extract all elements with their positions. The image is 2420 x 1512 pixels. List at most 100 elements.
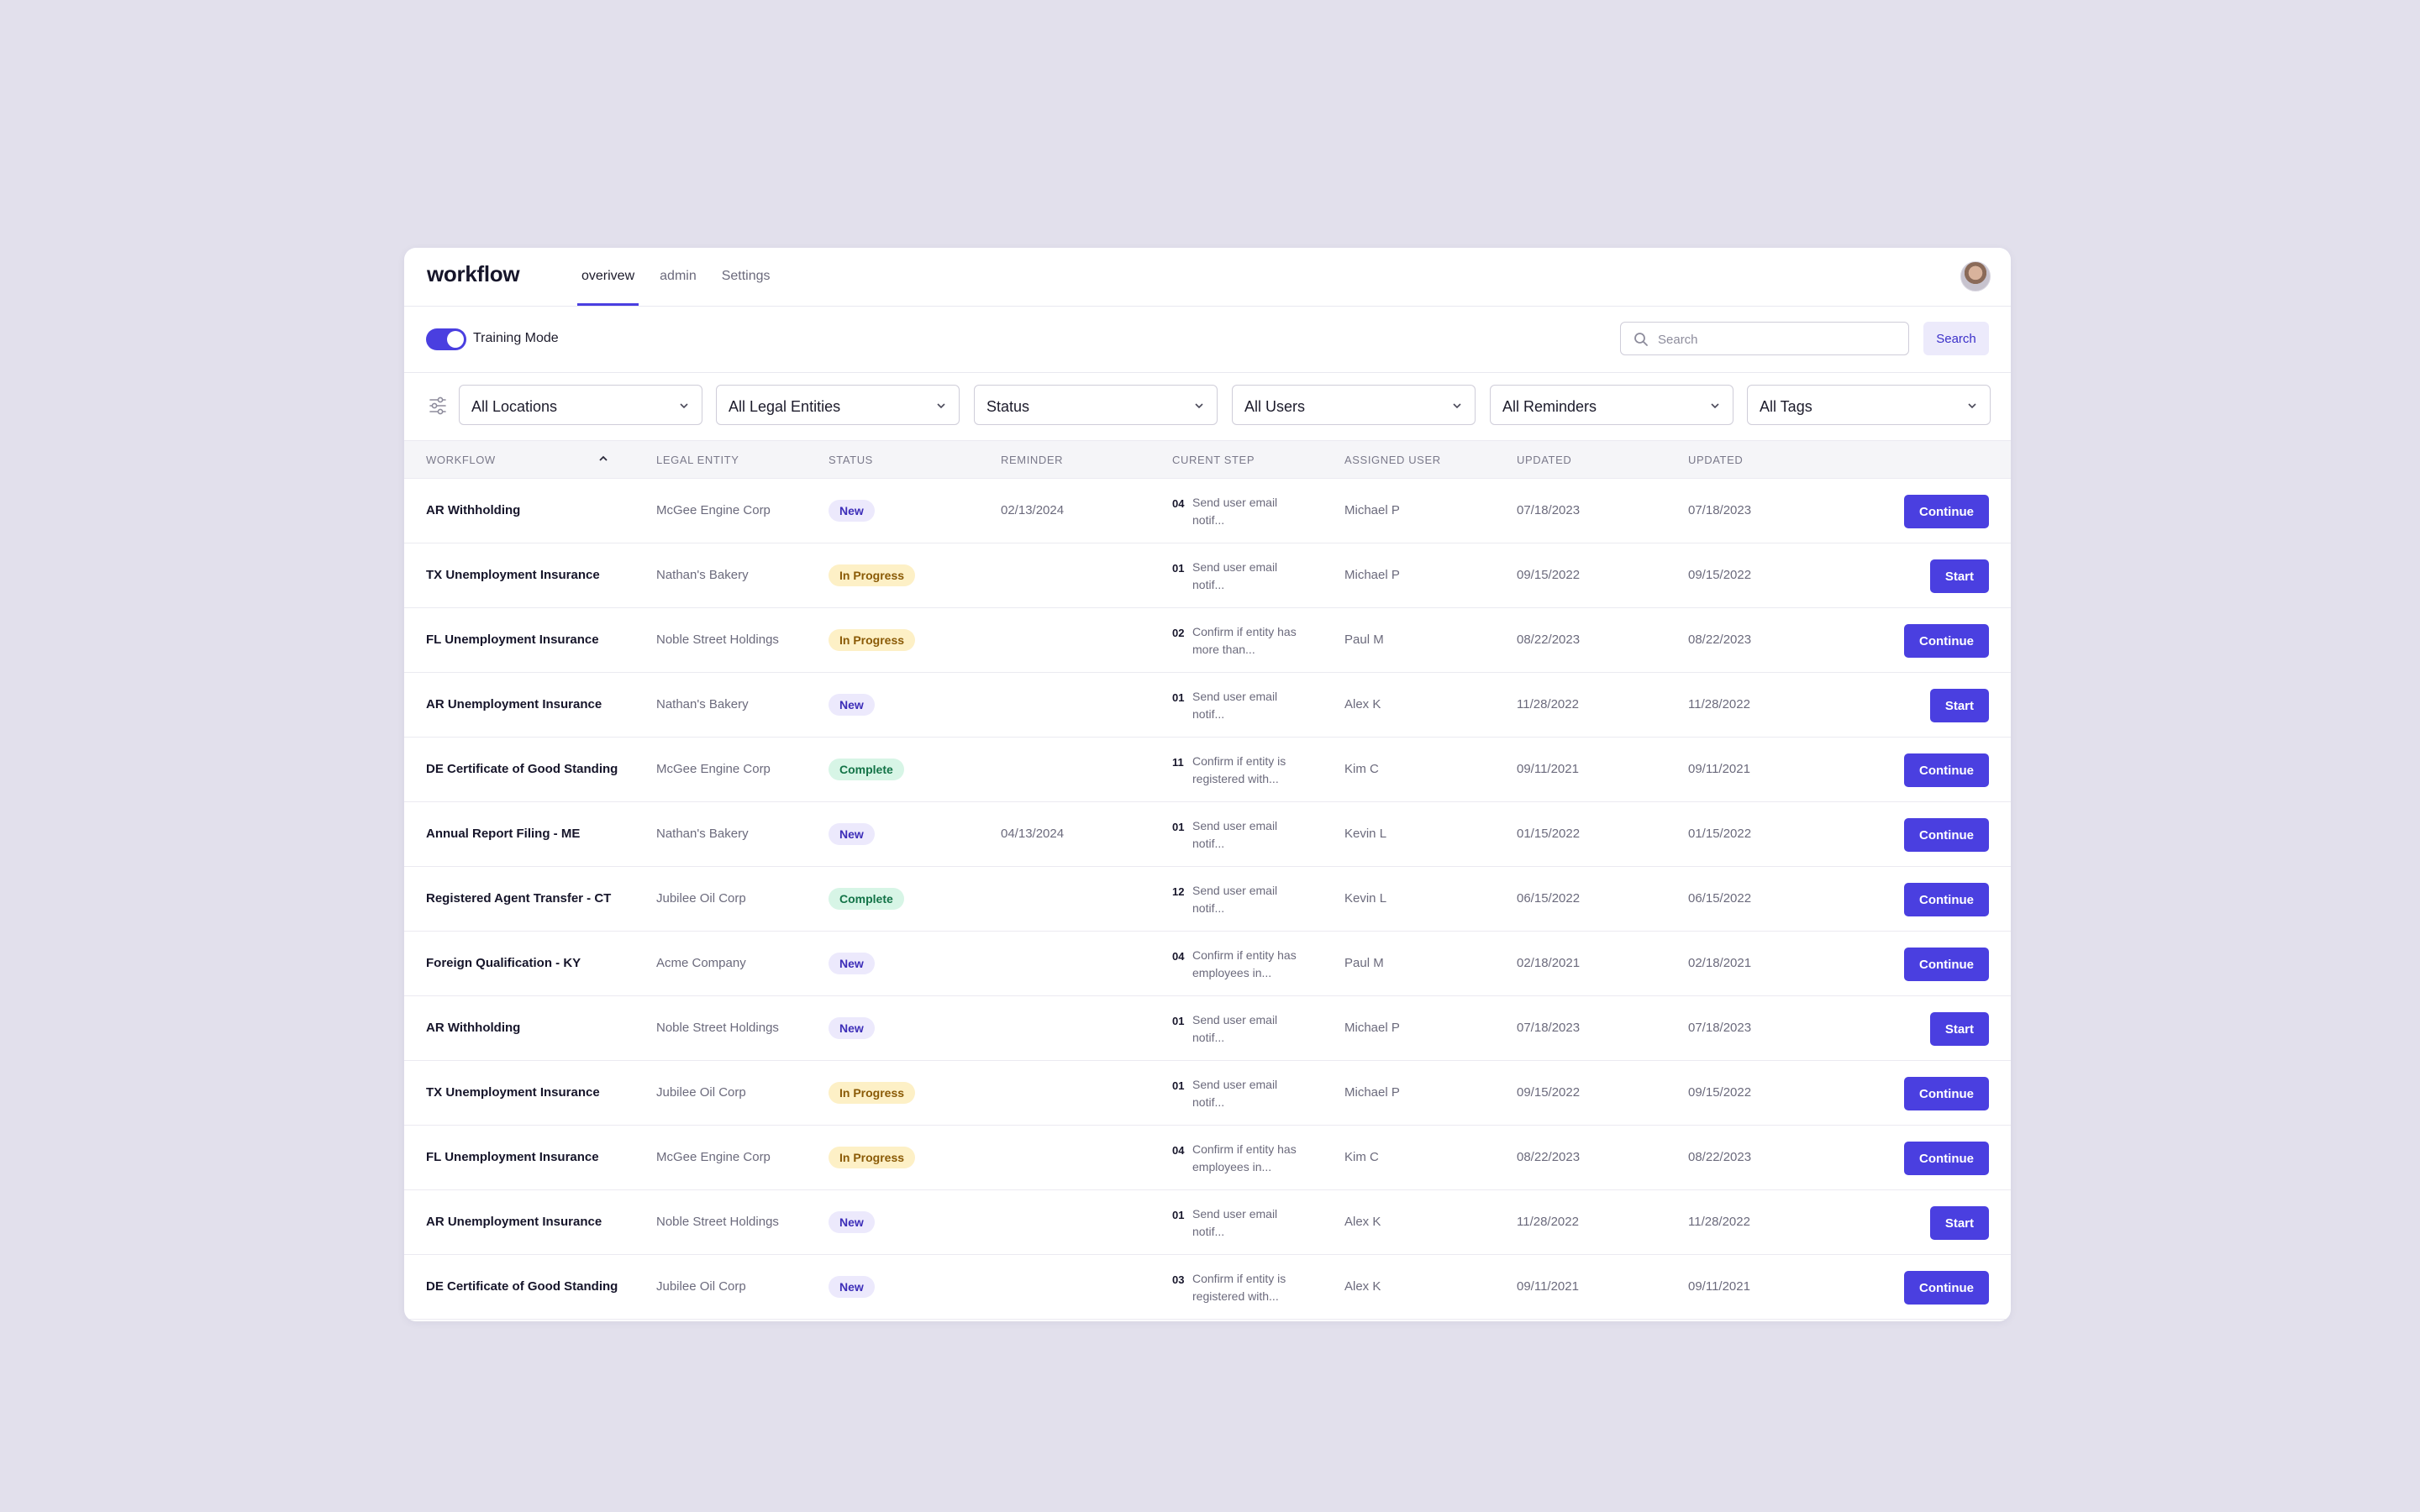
updated-date-2: 08/22/2023 — [1688, 1150, 1752, 1164]
updated-date-2: 01/15/2022 — [1688, 827, 1752, 841]
status-badge: In Progress — [829, 1082, 916, 1104]
chevron-down-icon — [937, 403, 945, 409]
legal-entity: Jubilee Oil Corp — [656, 1279, 746, 1294]
workflow-name[interactable]: Annual Report Filing - ME — [426, 827, 581, 841]
col-reminder[interactable]: REMINDER — [1001, 454, 1064, 466]
top-nav: workflow overivew admin Settings — [404, 248, 2011, 307]
users-filter[interactable]: All Users — [1232, 385, 1476, 425]
col-current-step[interactable]: CURENT STEP — [1172, 454, 1255, 466]
workflow-name[interactable]: FL Unemployment Insurance — [426, 1150, 599, 1164]
col-status[interactable]: STATUS — [829, 454, 873, 466]
step-description: Send user email notif... — [1192, 1207, 1278, 1238]
step-number: 01 — [1172, 1209, 1185, 1221]
status-badge: Complete — [829, 759, 904, 780]
col-legal-entity[interactable]: LEGAL ENTITY — [656, 454, 739, 466]
status-badge: New — [829, 1276, 875, 1298]
workflow-name[interactable]: DE Certificate of Good Standing — [426, 1279, 618, 1294]
col-assigned-user[interactable]: ASSIGNED USER — [1344, 454, 1441, 466]
assigned-user: Alex K — [1344, 697, 1381, 711]
updated-date-2: 06/15/2022 — [1688, 891, 1752, 906]
step-description: Confirm if entity has more than... — [1192, 625, 1297, 656]
table-row[interactable]: TX Unemployment Insurance Jubilee Oil Cor… — [404, 1061, 2011, 1126]
table-row[interactable]: AR Unemployment Insurance Noble Street Ho… — [404, 1190, 2011, 1255]
status-badge: New — [829, 1211, 875, 1233]
chevron-down-icon — [1711, 403, 1719, 409]
workflow-name[interactable]: Foreign Qualification - KY — [426, 956, 581, 970]
table-row[interactable]: DE Certificate of Good Standing Jubilee O… — [404, 1255, 2011, 1320]
tab-settings[interactable]: Settings — [721, 269, 771, 283]
table-row[interactable]: DE Certificate of Good Standing McGee Eng… — [404, 738, 2011, 802]
start-button[interactable]: Start — [1929, 1206, 1989, 1240]
workflow-name[interactable]: DE Certificate of Good Standing — [426, 762, 618, 776]
workflow-name[interactable]: TX Unemployment Insurance — [426, 568, 600, 582]
updated-date: 09/15/2022 — [1517, 568, 1581, 582]
table-row[interactable]: Foreign Qualification - KY Acme Company Ne… — [404, 932, 2011, 996]
location-filter[interactable]: All Locations — [459, 385, 702, 425]
step-description: Send user email notif... — [1192, 560, 1278, 591]
table-row[interactable]: FL Unemployment Insurance McGee Engine Co… — [404, 1126, 2011, 1190]
sort-up-icon[interactable] — [598, 454, 608, 464]
toggle-knob — [447, 331, 464, 348]
assigned-user: Kim C — [1344, 1150, 1379, 1164]
workflow-name[interactable]: AR Withholding — [426, 503, 521, 517]
training-mode-toggle[interactable] — [426, 328, 466, 350]
reminders-filter-label: All Reminders — [1502, 398, 1597, 415]
continue-button[interactable]: Continue — [1904, 1142, 1989, 1175]
legal-entity: Noble Street Holdings — [656, 633, 779, 647]
status-badge: New — [829, 953, 875, 974]
step-description: Confirm if entity is registered with... — [1192, 754, 1286, 785]
table-row[interactable]: AR Unemployment Insurance Nathan's Bakery… — [404, 673, 2011, 738]
start-button[interactable]: Start — [1929, 1012, 1989, 1046]
legal-entity: Jubilee Oil Corp — [656, 1085, 746, 1100]
reminders-filter[interactable]: All Reminders — [1490, 385, 1733, 425]
updated-date-2: 09/11/2021 — [1688, 1279, 1750, 1294]
filter-sliders-icon[interactable] — [429, 396, 447, 416]
table-row[interactable]: AR Withholding McGee Engine Corp New 02/13/… — [404, 479, 2011, 543]
continue-button[interactable]: Continue — [1904, 495, 1989, 528]
legal-entity: Jubilee Oil Corp — [656, 891, 746, 906]
status-badge: In Progress — [829, 564, 916, 586]
col-workflow[interactable]: WORKFLOW — [426, 454, 496, 466]
start-button[interactable]: Start — [1929, 559, 1989, 593]
continue-button[interactable]: Continue — [1904, 753, 1989, 787]
tab-admin[interactable]: admin — [660, 269, 697, 283]
table-row[interactable]: TX Unemployment Insurance Nathan's Bakery… — [404, 543, 2011, 608]
user-avatar[interactable] — [1960, 261, 1991, 291]
chevron-down-icon — [1968, 403, 1976, 409]
workflow-name[interactable]: Registered Agent Transfer - CT — [426, 891, 612, 906]
continue-button[interactable]: Continue — [1904, 624, 1989, 658]
tags-filter[interactable]: All Tags — [1747, 385, 1991, 425]
workflow-name[interactable]: AR Unemployment Insurance — [426, 697, 602, 711]
search-input[interactable] — [1656, 323, 1903, 356]
legal-entity-filter[interactable]: All Legal Entities — [716, 385, 960, 425]
continue-button[interactable]: Continue — [1904, 883, 1989, 916]
table-row[interactable]: AR Withholding Noble Street Holdings New 01… — [404, 996, 2011, 1061]
continue-button[interactable]: Continue — [1904, 818, 1989, 852]
col-updated[interactable]: UPDATED — [1517, 454, 1572, 466]
continue-button[interactable]: Continue — [1904, 1077, 1989, 1110]
table-body: AR Withholding McGee Engine Corp New 02/13/… — [404, 479, 2011, 1320]
start-button[interactable]: Start — [1929, 689, 1989, 722]
workflow-name[interactable]: AR Withholding — [426, 1021, 521, 1035]
table-row[interactable]: FL Unemployment Insurance Noble Street Ho… — [404, 608, 2011, 673]
updated-date-2: 09/15/2022 — [1688, 568, 1752, 582]
step-description: Send user email notif... — [1192, 884, 1278, 915]
continue-button[interactable]: Continue — [1904, 948, 1989, 981]
status-filter[interactable]: Status — [974, 385, 1218, 425]
tags-filter-label: All Tags — [1760, 398, 1812, 415]
step-description: Send user email notif... — [1192, 496, 1278, 527]
table-row[interactable]: Registered Agent Transfer - CT Jubilee Oi… — [404, 867, 2011, 932]
updated-date-2: 08/22/2023 — [1688, 633, 1752, 647]
assigned-user: Paul M — [1344, 633, 1384, 647]
legal-entity: McGee Engine Corp — [656, 762, 771, 776]
col-updated-2[interactable]: UPDATED — [1688, 454, 1744, 466]
table-row[interactable]: Annual Report Filing - ME Nathan's Bakery… — [404, 802, 2011, 867]
workflow-name[interactable]: AR Unemployment Insurance — [426, 1215, 602, 1229]
continue-button[interactable]: Continue — [1904, 1271, 1989, 1305]
reminder-date: 04/13/2024 — [1001, 827, 1065, 841]
tab-overview[interactable]: overivew — [577, 248, 639, 306]
workflow-name[interactable]: TX Unemployment Insurance — [426, 1085, 600, 1100]
updated-date: 06/15/2022 — [1517, 891, 1581, 906]
workflow-name[interactable]: FL Unemployment Insurance — [426, 633, 599, 647]
search-button[interactable]: Search — [1923, 322, 1989, 355]
